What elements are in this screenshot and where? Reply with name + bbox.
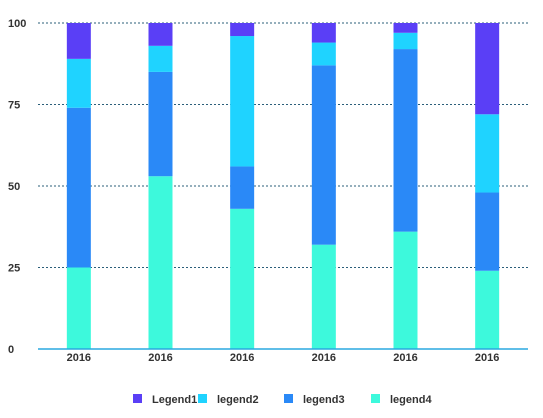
grid-layer [38,22,528,268]
legend-label: legend2 [217,394,259,406]
y-tick-label: 100 [8,18,26,30]
bars-layer [66,23,500,349]
legend: Legend1 legend2 legend3 legend4 [133,394,432,406]
bar-segment-legend4 [66,267,91,349]
y-tick-label: 50 [8,181,20,193]
x-tick-label: 2016 [148,352,172,364]
bar-segment-legend4 [311,244,336,349]
y-tick-label: 25 [8,263,20,275]
bar-segment-legend3 [230,166,255,209]
bar-segment-legend3 [475,192,500,271]
legend-swatch [284,394,293,403]
bar-segment-legend1 [148,23,173,46]
bar-segment-legend1 [66,23,91,59]
bar-segment-legend3 [66,107,91,268]
bar-segment-legend4 [475,270,500,349]
x-tick-label: 2016 [393,352,417,364]
bar-segment-legend2 [393,32,418,50]
bar-segment-legend3 [393,49,418,232]
bar-segment-legend4 [393,231,418,349]
x-tick-label: 2016 [475,352,499,364]
axis-layer: 0 25 50 75 100 2016 2016 2016 2016 2016 2016 [8,18,528,364]
bar-segment-legend2 [66,58,91,108]
legend-swatch [198,394,207,403]
bar-segment-legend4 [148,176,173,349]
legend-item-legend3: legend3 [284,394,345,406]
legend-item-legend4: legend4 [371,394,432,406]
bar-segment-legend2 [311,42,336,66]
bar-segment-legend1 [393,23,418,33]
bar-segment-legend1 [230,23,255,37]
legend-item-legend2: legend2 [198,394,259,406]
legend-swatch [371,394,380,403]
bar-segment-legend2 [148,45,173,72]
legend-item-legend1: Legend1 [133,394,197,406]
bar-segment-legend2 [230,36,255,167]
bar-segment-legend2 [475,114,500,193]
bar-segment-legend3 [148,71,173,177]
legend-label: Legend1 [152,394,197,406]
y-tick-label: 75 [8,100,20,112]
x-tick-label: 2016 [312,352,336,364]
bar-segment-legend1 [311,23,336,43]
legend-label: legend3 [303,394,345,406]
legend-swatch [133,394,142,403]
y-tick-label: 0 [8,344,14,356]
x-tick-label: 2016 [230,352,254,364]
bar-segment-legend3 [311,65,336,245]
x-tick-label: 2016 [67,352,91,364]
bar-segment-legend4 [230,208,255,349]
legend-label: legend4 [390,394,432,406]
bar-segment-legend1 [475,23,500,115]
